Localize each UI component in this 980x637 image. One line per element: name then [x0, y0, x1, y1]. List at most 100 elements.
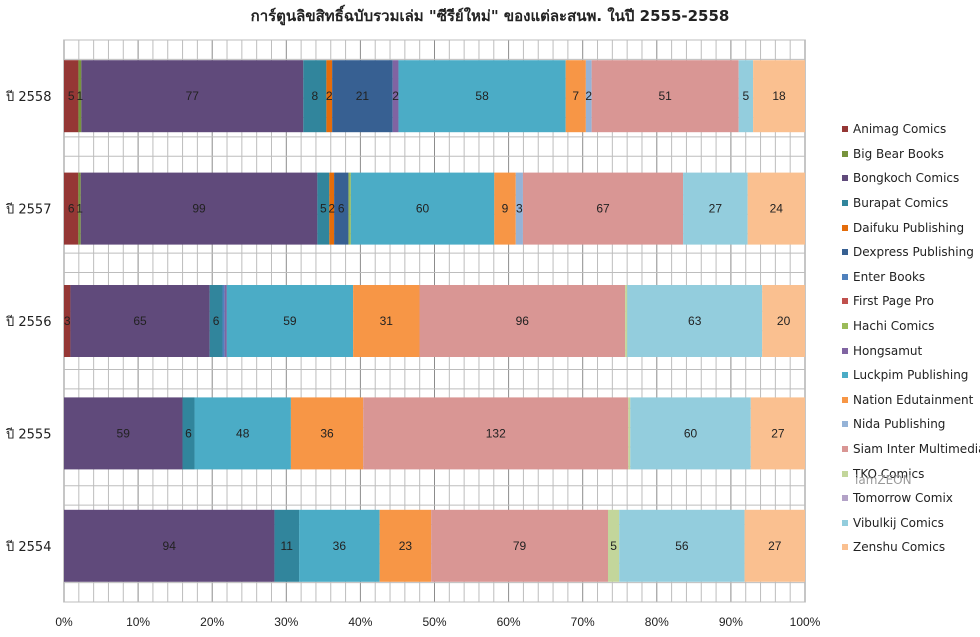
x-tick-label: 0%: [55, 615, 73, 629]
x-tick-label: 70%: [571, 615, 595, 629]
data-label: 5: [610, 539, 617, 553]
legend-item: Daifuku Publishing: [842, 215, 978, 240]
bar-segment: [64, 60, 79, 133]
bar-segment: [209, 285, 223, 357]
data-label: 132: [486, 426, 506, 440]
x-tick-label: 90%: [719, 615, 743, 629]
bar-segment: [78, 60, 82, 133]
legend-item: Siam Inter Multimedia: [842, 437, 980, 462]
bar-segment: [194, 397, 291, 470]
legend-swatch: [842, 200, 848, 207]
legend-item: Hachi Comics: [842, 314, 978, 339]
data-label: 18: [772, 89, 786, 103]
data-label: 27: [768, 539, 782, 553]
data-label: 58: [475, 89, 489, 103]
bar-segment: [334, 172, 349, 245]
bar-segment: [619, 509, 745, 582]
x-tick-label: 30%: [274, 615, 298, 629]
data-label: 23: [399, 539, 413, 553]
bar-segment: [222, 285, 225, 357]
legend-label: Hachi Comics: [853, 319, 935, 334]
data-label: 99: [192, 202, 206, 216]
data-label: 3: [516, 202, 523, 216]
legend-swatch: [842, 298, 848, 305]
category-label: ปี 2558: [5, 89, 51, 105]
bar-segment: [747, 172, 805, 245]
bar-segment: [625, 285, 628, 357]
legend-swatch: [842, 396, 848, 403]
x-tick-label: 80%: [645, 615, 669, 629]
bar-segment: [515, 172, 523, 245]
data-label: 5: [68, 89, 75, 103]
data-label: 48: [236, 426, 250, 440]
chart-title: การ์ตูนลิขสิทธิ์ฉบับรวมเล่ม "ซีรีย์ใหม่"…: [250, 7, 730, 25]
x-tick-label: 50%: [422, 615, 446, 629]
x-tick-label: 20%: [200, 615, 224, 629]
data-label: 11: [281, 539, 294, 553]
legend-label: Vibulkij Comics: [853, 515, 944, 530]
bar-segment: [226, 285, 354, 357]
legend-label: Big Bear Books: [853, 146, 944, 161]
legend-swatch: [842, 421, 848, 428]
bar-segment: [628, 397, 631, 470]
bar-segment: [494, 172, 516, 245]
legend-item: Tomorrow Comix: [842, 486, 978, 511]
bar-segment: [64, 172, 79, 245]
data-label: 36: [333, 539, 347, 553]
data-label: 2: [585, 89, 592, 103]
legend-label: Luckpim Publishing: [853, 368, 969, 383]
bar-segment: [762, 285, 805, 357]
legend-swatch: [842, 470, 848, 477]
legend-item: Nida Publishing: [842, 412, 978, 437]
legend: Animag Comics Big Bear Books Bongkoch Comi…: [842, 117, 980, 560]
data-label: 31: [380, 314, 394, 328]
bar-segment: [182, 397, 195, 470]
legend-swatch: [842, 372, 848, 379]
data-label: 1: [77, 89, 84, 103]
legend-label: Daifuku Publishing: [853, 220, 965, 235]
legend-swatch: [842, 249, 848, 256]
data-label: 77: [186, 89, 200, 103]
bar-segment: [274, 509, 300, 582]
bar-segment: [398, 60, 566, 133]
bar-segment: [353, 285, 420, 357]
x-tick-label: 40%: [348, 615, 372, 629]
legend-label: Bongkoch Comics: [853, 171, 960, 186]
legend-item: Burapat Comics: [842, 191, 978, 216]
legend-item: Vibulkij Comics: [842, 511, 978, 536]
legend-item: Bongkoch Comics: [842, 166, 978, 191]
watermark: iamZEON: [855, 473, 912, 487]
data-label: 1: [76, 202, 83, 216]
data-label: 21: [356, 89, 370, 103]
bar-segment: [379, 509, 432, 582]
bar-segment: [683, 172, 748, 245]
bar-segment: [419, 285, 626, 357]
data-label: 60: [684, 426, 698, 440]
data-label: 56: [675, 539, 689, 553]
bar-segment: [565, 60, 586, 133]
legend-swatch: [842, 175, 848, 182]
data-label: 59: [117, 426, 131, 440]
data-label: 5: [743, 89, 750, 103]
bar-segment: [326, 60, 333, 133]
legend-item: Animag Comics: [842, 117, 978, 142]
data-label: 8: [312, 89, 319, 103]
legend-item: Big Bear Books: [842, 142, 978, 167]
data-label: 7: [572, 89, 579, 103]
data-label: 65: [133, 314, 147, 328]
category-label: ปี 2556: [5, 314, 51, 330]
legend-swatch: [842, 446, 848, 453]
legend-item: Enter Books: [842, 265, 978, 290]
data-label: 9: [502, 202, 509, 216]
legend-label: Zenshu Comics: [853, 540, 946, 555]
category-label: ปี 2554: [5, 539, 51, 555]
legend-label: Nation Edutainment: [853, 392, 974, 407]
data-label: 24: [770, 202, 784, 216]
bar-segment: [738, 60, 754, 133]
bar-segment: [64, 509, 275, 582]
bar-segment: [750, 397, 805, 470]
legend-swatch: [842, 495, 848, 502]
data-label: 59: [283, 314, 297, 328]
data-label: 67: [596, 202, 610, 216]
